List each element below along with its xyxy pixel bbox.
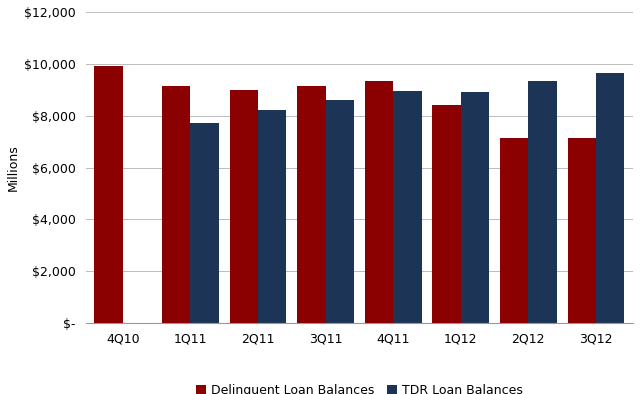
Bar (500, 138, 528, 323)
Bar (230, 90, 258, 323)
Bar (326, 100, 354, 323)
Bar (258, 110, 287, 323)
Bar (528, 81, 557, 323)
Bar (365, 81, 393, 323)
Bar (596, 73, 624, 323)
Bar (191, 123, 219, 323)
Legend: Delinquent Loan Balances, TDR Loan Balances: Delinquent Loan Balances, TDR Loan Balan… (191, 379, 528, 394)
Bar (162, 86, 191, 323)
Bar (297, 86, 326, 323)
Y-axis label: Millions: Millions (7, 144, 20, 191)
Bar (393, 91, 422, 323)
Bar (568, 138, 596, 323)
Bar (461, 92, 489, 323)
Bar (433, 105, 461, 323)
Bar (95, 67, 123, 323)
